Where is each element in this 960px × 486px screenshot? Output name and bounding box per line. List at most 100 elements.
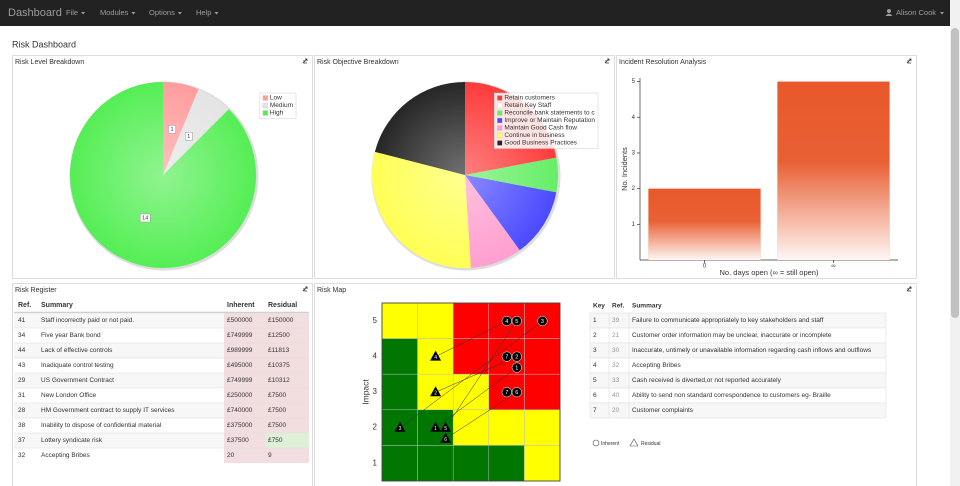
residual-cell: [265, 343, 309, 358]
column-header: Summary: [632, 303, 662, 310]
legend-label: Good Business Practices: [504, 140, 577, 147]
column-header: Summary: [41, 302, 73, 309]
nav-menu[interactable]: Options: [149, 8, 175, 17]
residual-cell: [265, 448, 309, 463]
legend-inherent: [592, 439, 600, 447]
marker-label: 4: [434, 355, 437, 361]
risk-link: [445, 391, 517, 440]
expand-icon[interactable]: [906, 286, 912, 292]
legend-label: Residual: [641, 441, 660, 447]
table-cell: £7500: [268, 392, 286, 399]
nav-menu[interactable]: Help: [196, 8, 211, 17]
caret: [131, 12, 136, 15]
table-cell: New London Office: [41, 392, 97, 399]
user-menu[interactable]: Alison Cook: [896, 8, 936, 17]
inherent-cell: [224, 313, 265, 328]
inherent-marker: [501, 351, 512, 362]
expand-icon[interactable]: [302, 58, 308, 64]
brand[interactable]: Dashboard: [8, 7, 62, 19]
legend-label: Low: [270, 95, 282, 102]
table-cell: 30: [612, 347, 620, 354]
inherent-cell: [224, 388, 265, 403]
table-cell: 41: [18, 317, 26, 324]
legend-label: Maintain Good Cash flow: [504, 125, 577, 132]
legend-label: Retain customers: [504, 95, 555, 102]
table-row: [589, 402, 887, 419]
legend-label: High: [270, 110, 284, 117]
table-cell: £375000: [227, 422, 253, 429]
marker-label: 6: [515, 390, 518, 396]
nav-menu[interactable]: File: [66, 8, 78, 17]
map-cell: [524, 373, 561, 411]
inherent-marker: [511, 362, 522, 373]
map-cell: [452, 302, 490, 339]
risk-link: [445, 320, 518, 428]
map-cell: [524, 445, 561, 482]
legend-label: Continue in business: [504, 132, 565, 139]
residual-cell: [265, 433, 309, 448]
legend-swatch: [497, 132, 503, 139]
scrollbar-thumb[interactable]: [951, 28, 959, 318]
legend-swatch: [497, 95, 503, 101]
data-label: 14: [142, 215, 148, 221]
inherent-marker: [501, 315, 512, 327]
map-cell: [381, 302, 418, 339]
bar-fade: [648, 188, 761, 260]
column-header: Inherent: [227, 302, 255, 309]
inherent-cell: [224, 373, 265, 388]
table-cell: 7: [593, 407, 597, 414]
nav-menu[interactable]: Modules: [100, 8, 129, 17]
caret: [81, 12, 86, 15]
table-cell: Five year Bank bond: [41, 332, 101, 339]
x-tick-label: 0: [703, 264, 707, 270]
legend-swatch: [262, 102, 269, 109]
user-icon: [885, 13, 893, 16]
x-axis-label: No. days open (∞ = still open): [720, 268, 819, 277]
marker-label: 5: [444, 426, 447, 432]
residual-cell: [265, 418, 309, 433]
expand-icon[interactable]: [604, 58, 610, 64]
table-cell: 21: [612, 332, 620, 339]
y-tick-label: 2: [632, 186, 636, 192]
user-icon: [886, 9, 891, 13]
map-cell: [524, 409, 561, 446]
marker-label: 5: [515, 319, 518, 325]
residual-cell: [265, 313, 309, 328]
y-tick-label: 4: [373, 352, 378, 361]
table-cell: £750: [268, 437, 283, 444]
table-cell: Staff incorrectly paid or not paid.: [41, 317, 134, 324]
map-cell: [452, 445, 490, 482]
table-cell: £495000: [227, 362, 253, 369]
expand-icon[interactable]: [302, 286, 308, 292]
table-cell: 31: [18, 392, 26, 399]
panel-title: Risk Objective Breakdown: [317, 59, 399, 66]
map-cell: [381, 338, 418, 375]
map-cell: [417, 445, 454, 482]
y-axis-label: Impact: [360, 379, 370, 405]
table-cell: 32: [612, 362, 620, 369]
residual-marker: [440, 432, 452, 443]
column-header: Ref.: [18, 302, 31, 309]
table-cell: Inaccurate, untimely or unavailable info…: [632, 347, 872, 354]
table-cell: 38: [18, 422, 26, 429]
table-cell: 6: [593, 392, 597, 399]
table-cell: 28: [18, 407, 26, 414]
expand-icon[interactable]: [906, 58, 912, 64]
table-cell: Customer complaints: [632, 407, 694, 414]
risk-link: [435, 356, 517, 393]
marker-label: 2: [434, 391, 437, 397]
marker-label: 2: [515, 354, 518, 360]
data-label-box: [139, 213, 151, 223]
table-cell: 20: [612, 407, 620, 414]
data-label-box: [185, 132, 193, 141]
marker-label: 6: [444, 437, 447, 443]
table-cell: Customer order information may be unclea…: [632, 332, 832, 339]
table-cell: £37500: [227, 437, 249, 444]
table-cell: 43: [18, 362, 26, 369]
inherent-cell: [224, 418, 265, 433]
legend-residual: [629, 438, 639, 447]
legend-label: Inherent: [601, 441, 620, 447]
y-tick-label: 4: [632, 115, 636, 121]
residual-cell: [265, 373, 309, 388]
